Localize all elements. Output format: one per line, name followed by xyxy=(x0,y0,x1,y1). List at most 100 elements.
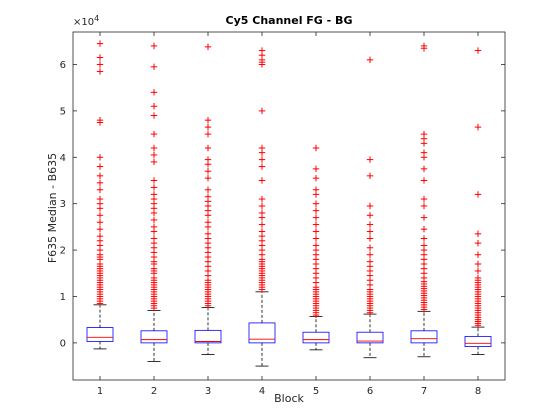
outlier-point xyxy=(474,267,482,275)
x-tick-label: 7 xyxy=(421,386,427,397)
outlier-point xyxy=(420,242,428,249)
outlier-point xyxy=(204,123,212,131)
outlier-point xyxy=(420,42,428,50)
outlier-point xyxy=(258,163,266,170)
outlier-point xyxy=(258,195,266,203)
outlier-point xyxy=(420,235,428,242)
outlier-point xyxy=(204,193,212,200)
outlier-point xyxy=(96,186,104,193)
outlier-point xyxy=(474,123,482,131)
outlier-point xyxy=(312,144,320,152)
outlier-point xyxy=(366,56,374,64)
y-tick-label: 1 xyxy=(60,292,66,303)
outlier-point xyxy=(96,154,104,161)
outlier-point xyxy=(366,202,374,210)
outlier-point xyxy=(258,202,266,210)
outlier-point xyxy=(204,230,212,238)
outlier-point xyxy=(150,151,158,159)
outlier-point xyxy=(150,112,158,119)
box xyxy=(140,330,168,344)
box-group-5 xyxy=(302,144,330,351)
box-group-2 xyxy=(140,42,168,362)
x-tick-label: 8 xyxy=(475,386,481,397)
outlier-point xyxy=(96,54,104,61)
outlier-point xyxy=(96,40,104,47)
outlier-point xyxy=(96,116,104,124)
outlier-point xyxy=(420,177,428,184)
outlier-point xyxy=(96,68,104,75)
box-group-1 xyxy=(86,40,114,350)
x-tick-label: 1 xyxy=(97,386,103,397)
outlier-point xyxy=(366,172,374,180)
outlier-point xyxy=(258,209,266,217)
outlier-point xyxy=(258,107,266,115)
outlier-point xyxy=(150,89,158,96)
outlier-point xyxy=(366,221,374,228)
outlier-point xyxy=(96,212,104,219)
outlier-point xyxy=(150,184,158,191)
outlier-point xyxy=(150,144,158,152)
outlier-point xyxy=(474,251,482,258)
outlier-point xyxy=(204,43,212,51)
outlier-point xyxy=(150,103,158,110)
outlier-point xyxy=(96,179,104,186)
outlier-point xyxy=(258,156,266,163)
outlier-point xyxy=(258,221,266,228)
y-axis-title: F635 Median - B635 xyxy=(46,153,59,263)
outlier-point xyxy=(420,226,428,233)
x-tick-label: 3 xyxy=(205,386,211,397)
y-tick-label: 5 xyxy=(60,106,66,117)
box-group-7 xyxy=(410,42,438,358)
outlier-point xyxy=(366,258,374,265)
box xyxy=(248,322,276,344)
x-axis: 1 2 3 4 5 6 7 8 xyxy=(97,32,481,397)
outlier-point xyxy=(96,226,104,233)
y-axis-exponent-label: ×104 xyxy=(73,14,99,28)
outlier-point xyxy=(474,47,482,54)
plot-frame xyxy=(72,31,506,381)
outlier-point xyxy=(204,156,212,163)
outlier-point xyxy=(366,228,374,235)
box-group-8 xyxy=(464,47,492,355)
y-tick-label: 0 xyxy=(60,338,66,349)
outlier-point xyxy=(312,221,320,228)
box-group-4 xyxy=(248,47,276,367)
outlier-point xyxy=(96,61,104,68)
outlier-point xyxy=(96,163,104,170)
box xyxy=(194,329,222,344)
outlier-point xyxy=(474,230,482,238)
y-tick-label: 3 xyxy=(60,199,66,210)
outlier-point xyxy=(366,235,374,242)
outlier-point xyxy=(420,130,428,138)
box xyxy=(302,331,330,344)
x-tick-label: 2 xyxy=(151,386,157,397)
outlier-point xyxy=(312,207,320,214)
y-tick-label: 4 xyxy=(60,153,66,164)
outlier-point xyxy=(474,274,482,282)
outlier-point xyxy=(366,244,374,251)
outlier-point xyxy=(420,202,428,210)
outlier-point xyxy=(312,200,320,207)
outlier-point xyxy=(150,216,158,224)
box xyxy=(356,331,384,344)
outlier-point xyxy=(150,63,158,70)
outlier-point xyxy=(312,214,320,221)
y-axis-exponent-base: ×10 xyxy=(73,17,94,28)
outlier-point xyxy=(258,144,266,152)
outlier-point xyxy=(204,144,212,152)
outlier-point xyxy=(312,165,320,173)
box-group-6 xyxy=(356,56,384,359)
outlier-point xyxy=(312,242,320,249)
outlier-point xyxy=(96,232,104,240)
outlier-point xyxy=(96,195,104,203)
outlier-point xyxy=(474,239,482,247)
outlier-point xyxy=(96,172,104,180)
outlier-point xyxy=(312,174,320,182)
outlier-point xyxy=(366,212,374,219)
outlier-point xyxy=(312,235,320,242)
outlier-point xyxy=(204,116,212,124)
outlier-point xyxy=(96,219,104,226)
outlier-point xyxy=(150,191,158,198)
